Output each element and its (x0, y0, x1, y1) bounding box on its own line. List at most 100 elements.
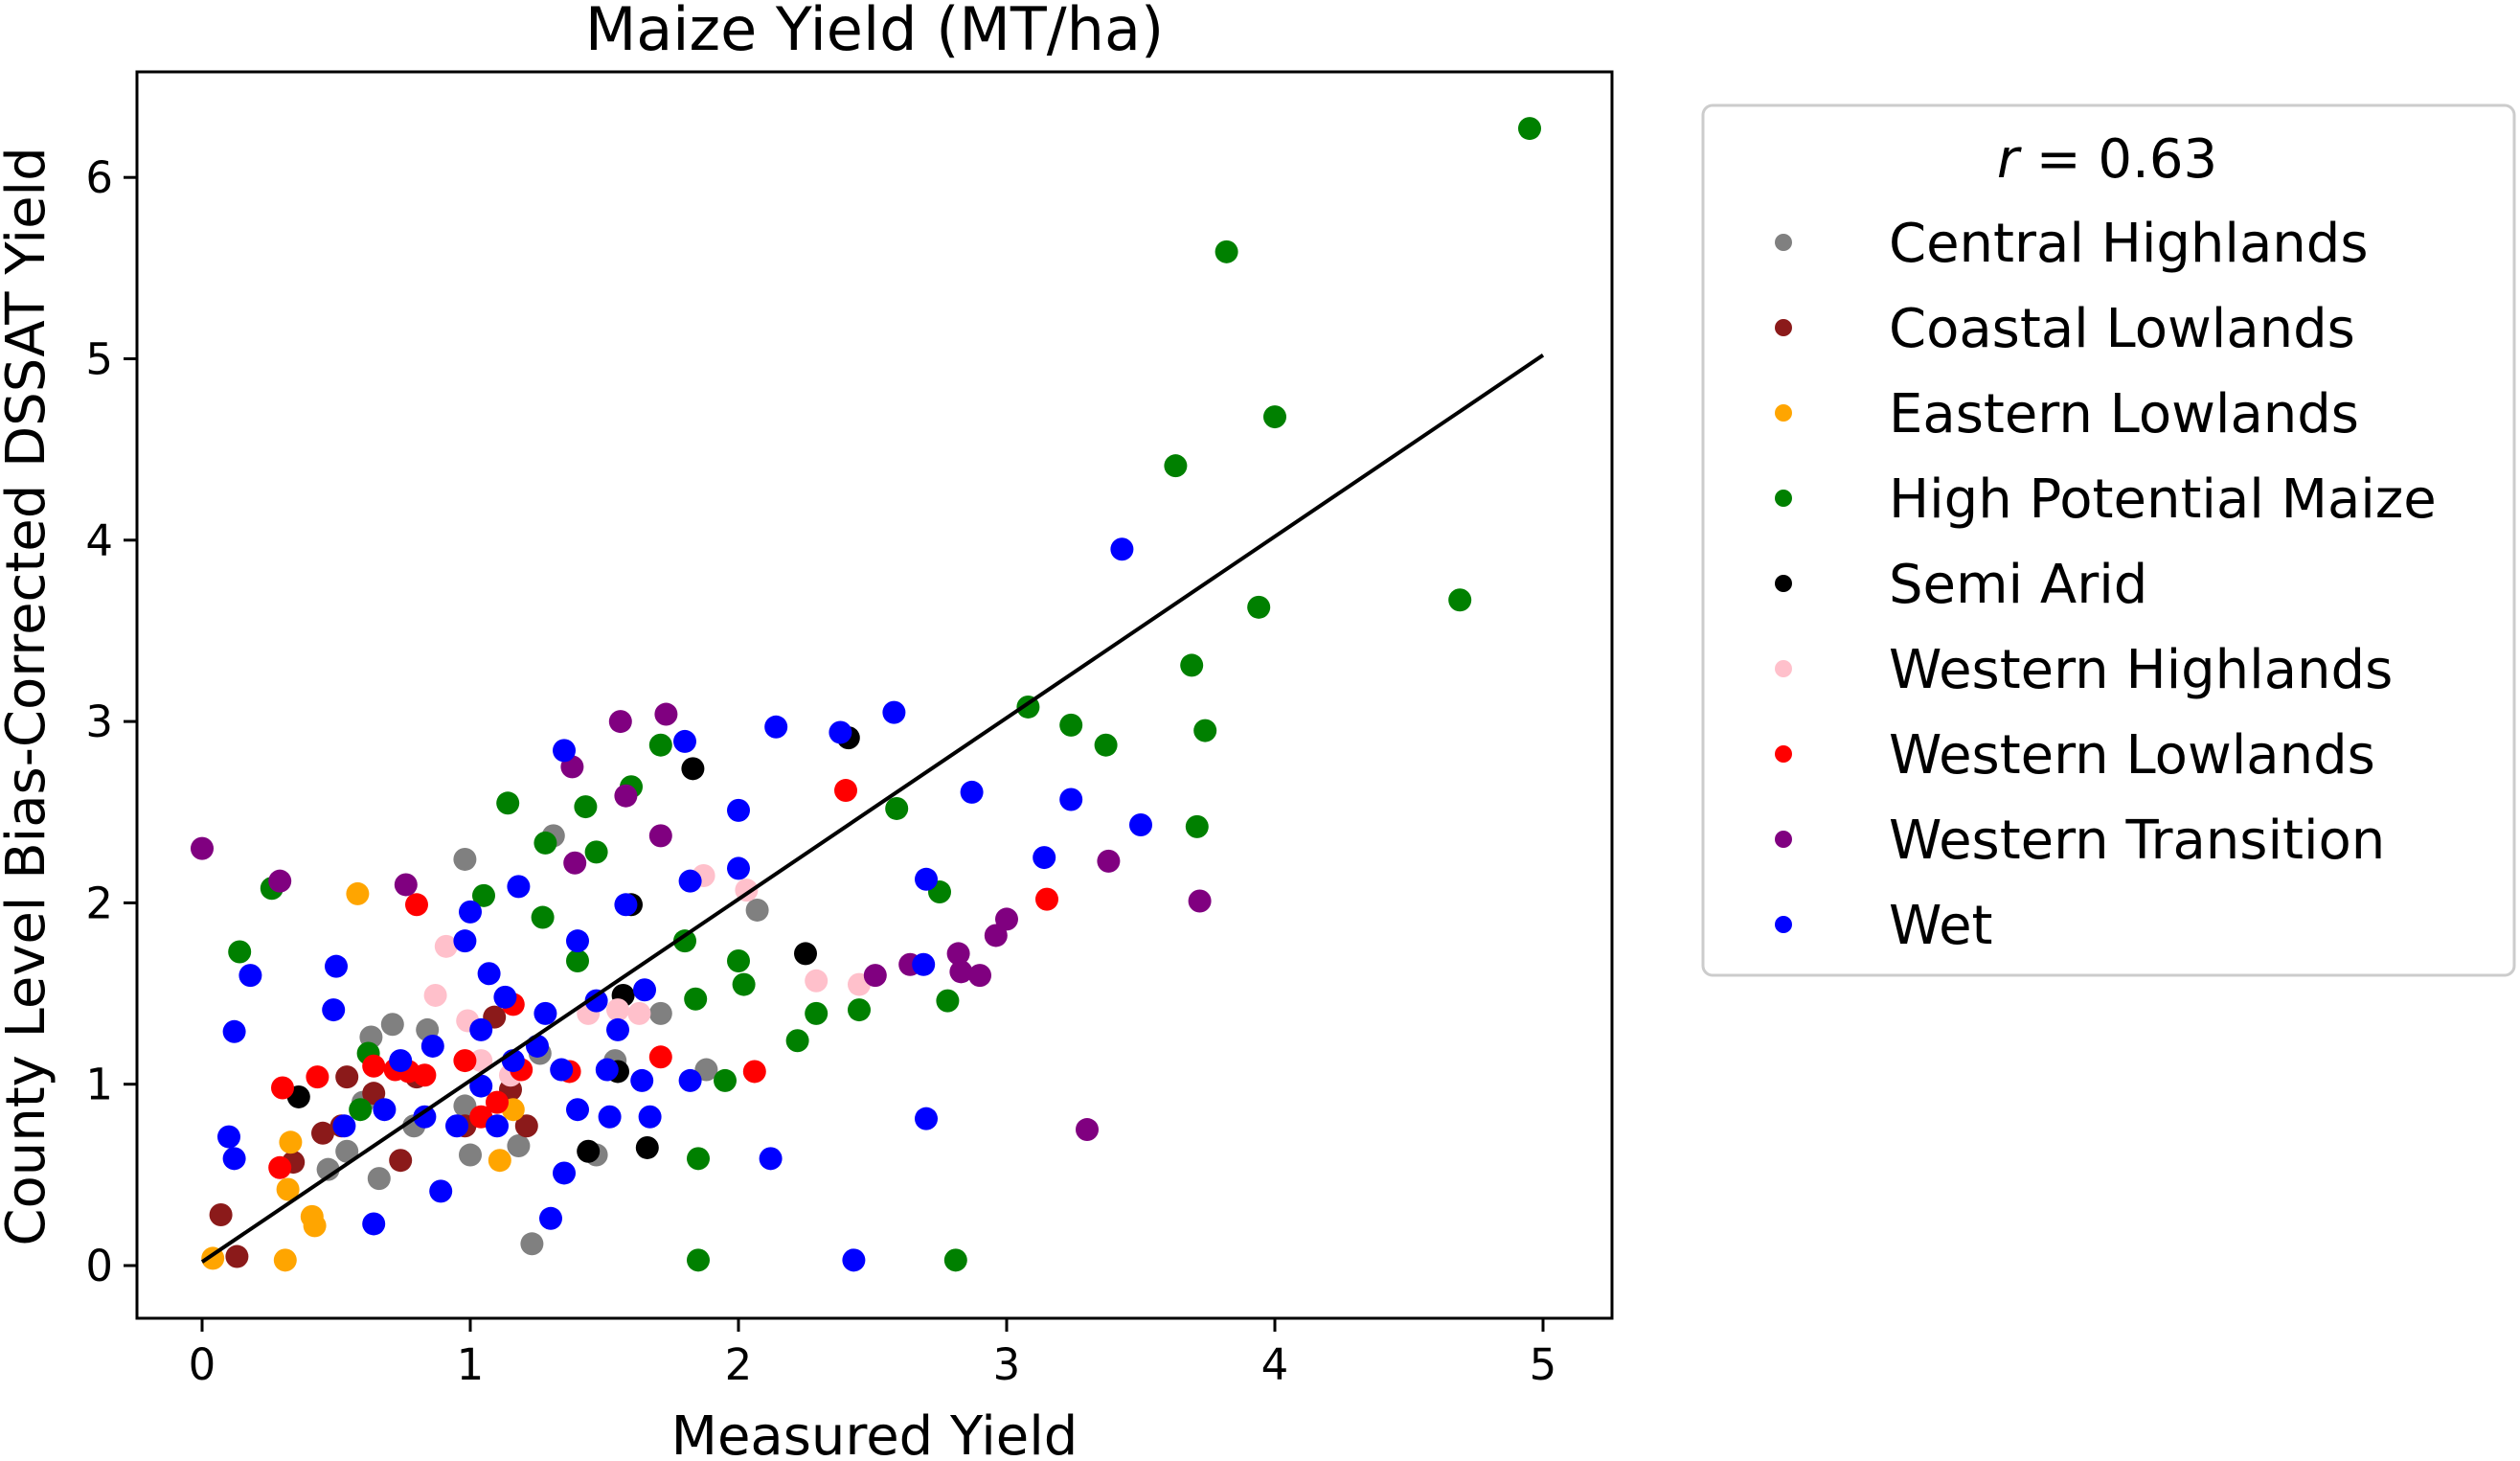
data-point (678, 869, 702, 893)
data-point (1164, 454, 1188, 478)
data-point (488, 1149, 511, 1173)
data-point (678, 1068, 702, 1092)
data-point (630, 1068, 654, 1092)
data-point (507, 1134, 531, 1158)
x-tick-label: 0 (189, 1339, 216, 1390)
legend-marker (1775, 490, 1792, 507)
data-point (563, 851, 587, 875)
data-point (553, 1161, 576, 1185)
y-tick-label: 1 (85, 1060, 113, 1110)
data-point (648, 1001, 672, 1025)
data-point (550, 1058, 574, 1082)
data-point (684, 987, 708, 1011)
legend-marker (1775, 575, 1792, 592)
data-point (566, 929, 589, 953)
data-point (687, 1248, 710, 1272)
legend-box (1701, 103, 2516, 977)
data-point (915, 1107, 938, 1130)
data-point (608, 710, 632, 734)
data-point (362, 1212, 386, 1236)
data-point (373, 1098, 397, 1122)
data-point (745, 898, 769, 922)
data-point (566, 948, 589, 972)
data-point (303, 1214, 327, 1238)
data-point (1215, 240, 1238, 263)
legend-marker (1775, 404, 1792, 422)
y-tick-label: 4 (85, 515, 113, 566)
legend: r = 0.63 Central Highlands Coastal Lowlan… (1701, 103, 2516, 977)
data-point (648, 733, 672, 757)
legend-entry-label: Semi Arid (1889, 554, 2147, 616)
legend-title-variable: r (1997, 128, 2022, 191)
data-point (633, 978, 656, 1002)
data-point (469, 1017, 493, 1041)
legend-entry-label: Western Transition (1889, 810, 2385, 872)
data-point (486, 1114, 509, 1138)
data-point (453, 1049, 477, 1073)
data-point (759, 1147, 783, 1171)
data-point (279, 1130, 303, 1154)
data-point (727, 856, 750, 880)
y-tick-label: 5 (85, 334, 113, 385)
data-point (882, 700, 906, 724)
x-tick-label: 3 (993, 1339, 1021, 1390)
data-point (727, 798, 750, 822)
data-point (1247, 595, 1271, 619)
data-point (1076, 1118, 1099, 1142)
data-point (794, 942, 817, 966)
data-point (332, 1114, 356, 1138)
data-point (673, 929, 696, 953)
data-point (627, 1001, 651, 1025)
data-point (445, 1114, 468, 1138)
data-point (434, 934, 458, 958)
data-point (577, 1139, 601, 1163)
data-point (222, 1019, 246, 1043)
data-point (714, 1068, 737, 1092)
data-point (984, 924, 1008, 947)
data-point (960, 780, 984, 804)
data-point (322, 998, 346, 1022)
x-tick-label: 2 (725, 1339, 753, 1390)
data-point (1185, 814, 1209, 838)
data-point (380, 1013, 404, 1037)
data-point (389, 1149, 413, 1173)
data-point (687, 1147, 710, 1171)
legend-title: r = 0.63 (1997, 128, 2217, 191)
y-tick-label: 3 (85, 696, 113, 747)
data-point (238, 964, 262, 988)
legend-entry-label: Wet (1889, 895, 1993, 957)
data-point (534, 831, 557, 855)
data-point (367, 1167, 391, 1191)
data-point (413, 1105, 437, 1129)
y-tick-label: 0 (85, 1241, 113, 1291)
data-point (1059, 788, 1083, 811)
legend-entry-label: Eastern Lowlands (1889, 383, 2359, 445)
data-point (349, 1098, 373, 1122)
legend-entry-label: Western Highlands (1889, 639, 2393, 701)
data-point (598, 1105, 622, 1129)
data-point (1193, 719, 1217, 742)
data-point (805, 1001, 829, 1025)
data-point (635, 1135, 659, 1159)
data-point (335, 1065, 359, 1089)
data-point (469, 1049, 493, 1073)
x-axis-label: Measured Yield (671, 1405, 1078, 1461)
data-point (606, 998, 629, 1022)
data-point (520, 1232, 544, 1256)
data-point (325, 954, 348, 978)
data-point (423, 983, 447, 1007)
data-point (574, 795, 598, 819)
data-point (732, 972, 756, 996)
data-point (222, 1147, 246, 1171)
data-point (276, 1177, 300, 1201)
data-point (606, 1017, 629, 1041)
data-point (413, 1063, 437, 1087)
data-point (271, 1076, 294, 1100)
legend-marker (1775, 234, 1792, 251)
data-point (995, 907, 1018, 931)
chart-title: Maize Yield (MT/ha) (585, 0, 1164, 64)
data-point (614, 893, 638, 917)
data-point (389, 1049, 413, 1073)
x-tick-label: 5 (1530, 1339, 1557, 1390)
